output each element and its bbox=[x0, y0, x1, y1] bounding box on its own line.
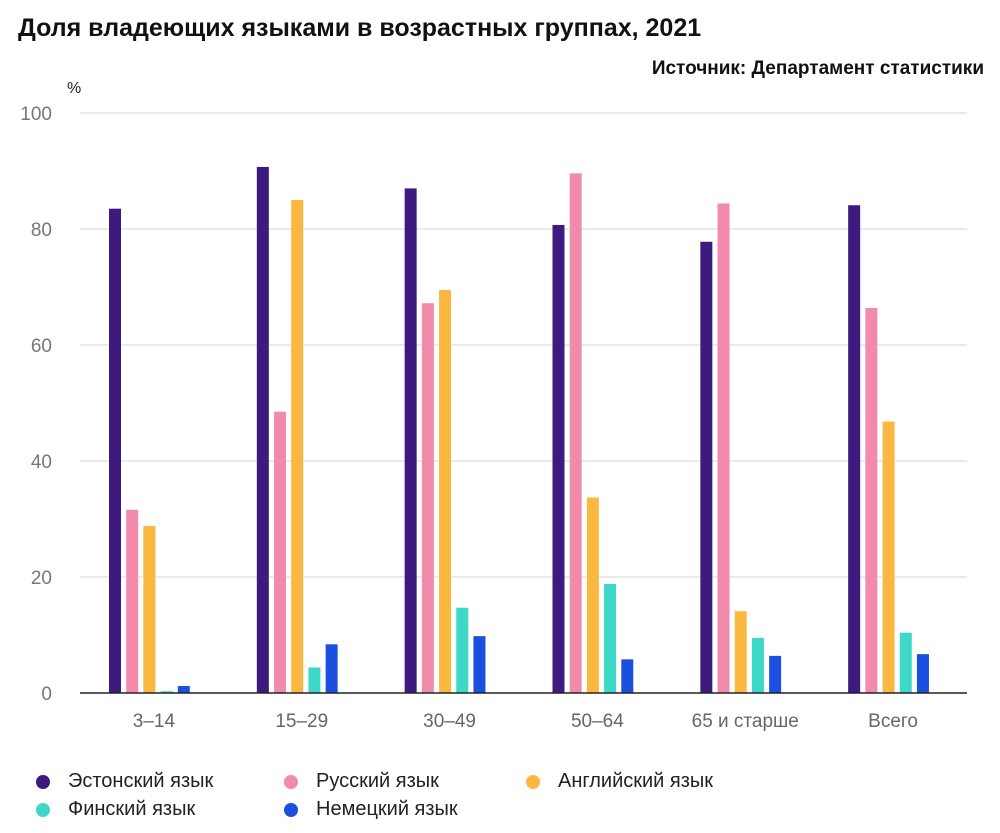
y-axis-label: % bbox=[67, 80, 81, 97]
bar bbox=[109, 208, 121, 693]
bar bbox=[143, 525, 156, 693]
legend-item: Русский язык bbox=[284, 770, 439, 793]
legend-item: Финский язык bbox=[36, 798, 195, 821]
chart-title: Доля владеющих языками в возрастных груп… bbox=[18, 14, 702, 42]
bar bbox=[126, 509, 139, 693]
y-tick-label: 40 bbox=[31, 452, 52, 473]
y-tick-label: 80 bbox=[31, 220, 52, 241]
grid-lines bbox=[80, 112, 967, 578]
bar bbox=[717, 203, 730, 694]
bar bbox=[569, 173, 582, 693]
bar bbox=[274, 411, 287, 693]
bar bbox=[769, 655, 782, 693]
y-tick-label: 20 bbox=[31, 568, 52, 589]
legend-swatch bbox=[526, 774, 540, 789]
legend-label: Эстонский язык bbox=[68, 770, 214, 792]
bar bbox=[899, 632, 912, 693]
bar bbox=[848, 205, 861, 693]
x-tick-label: 3–14 bbox=[133, 711, 176, 732]
source-note: Источник: Департамент статистики bbox=[651, 58, 984, 79]
legend-swatch bbox=[36, 774, 50, 789]
bar bbox=[916, 654, 929, 693]
legend-label: Английский язык bbox=[558, 770, 714, 792]
legend-swatch bbox=[284, 802, 298, 817]
legend-swatch bbox=[36, 802, 50, 817]
axes: 0 20 40 60 80 100% 3–14 15–29 30–49 50–64 65 и ста… bbox=[20, 80, 967, 732]
legend-item: Английский язык bbox=[526, 770, 713, 793]
legend-label: Русский язык bbox=[316, 770, 439, 792]
bar bbox=[751, 637, 764, 693]
bar bbox=[700, 241, 713, 693]
legend-label: Немецкий язык bbox=[316, 798, 458, 820]
y-tick-label: 0 bbox=[41, 684, 52, 705]
bar bbox=[473, 636, 486, 693]
bar bbox=[421, 303, 434, 693]
legend-item: Немецкий язык bbox=[284, 798, 458, 821]
bar bbox=[308, 667, 321, 693]
bar bbox=[604, 583, 617, 693]
x-tick-label: 15–29 bbox=[275, 711, 328, 732]
bar bbox=[621, 659, 634, 693]
bar-chart: 0 20 40 60 80 100% 3–14 15–29 30–49 50–64 65 и ста… bbox=[20, 80, 967, 732]
bar bbox=[586, 497, 599, 693]
bar bbox=[456, 607, 469, 693]
bar bbox=[882, 421, 895, 693]
bar bbox=[291, 200, 304, 693]
bar bbox=[404, 188, 417, 693]
x-tick-label: 30–49 bbox=[423, 711, 476, 732]
bar bbox=[177, 686, 190, 693]
bar bbox=[552, 224, 565, 693]
legend-swatch bbox=[284, 774, 298, 789]
x-tick-label: Всего bbox=[868, 711, 918, 732]
bar bbox=[325, 644, 338, 693]
bar bbox=[439, 289, 452, 693]
y-tick-label: 60 bbox=[31, 336, 52, 357]
bar bbox=[865, 307, 878, 693]
y-tick-label: 100 bbox=[20, 104, 52, 125]
x-tick-label: 65 и старше bbox=[692, 711, 799, 732]
bar bbox=[160, 691, 173, 693]
legend-label: Финский язык bbox=[68, 798, 196, 820]
bar bbox=[256, 166, 269, 693]
x-tick-label: 50–64 bbox=[571, 711, 624, 732]
bar bbox=[734, 611, 747, 693]
legend-item: Эстонский язык bbox=[36, 770, 213, 793]
bars bbox=[109, 166, 929, 694]
